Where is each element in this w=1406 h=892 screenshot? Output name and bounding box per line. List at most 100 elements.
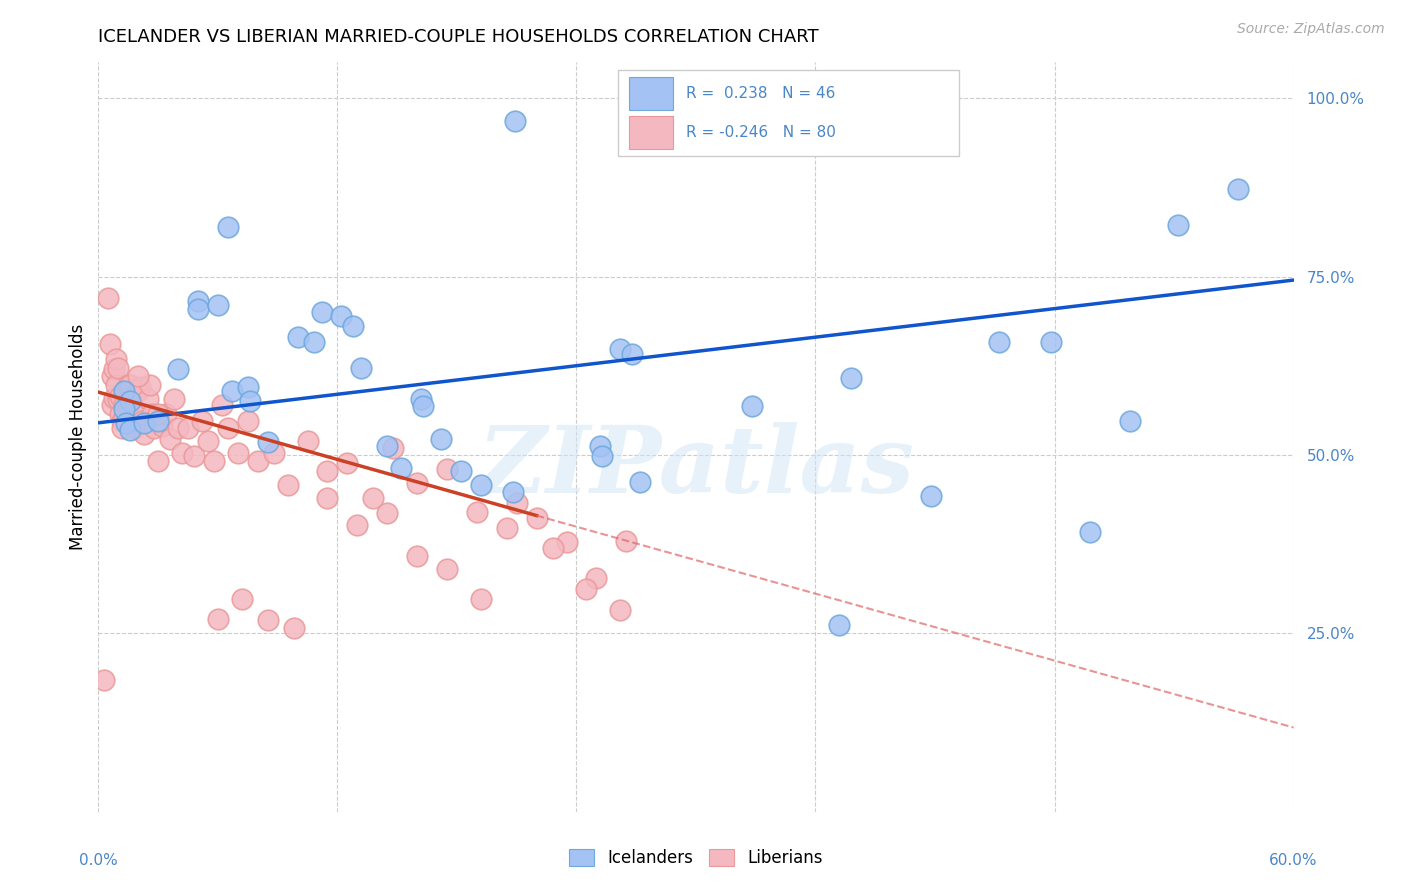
Point [920, 489, 942, 503]
Point [628, 475, 651, 489]
Point [115, 414, 138, 428]
Point [436, 462, 458, 476]
Point [277, 478, 299, 492]
Point [987, 335, 1010, 350]
Point [236, 380, 259, 394]
Point [375, 507, 398, 521]
Point [231, 592, 253, 607]
Point [346, 517, 368, 532]
Point [139, 378, 162, 392]
Point [302, 335, 325, 350]
Point [107, 392, 129, 407]
Point [375, 439, 398, 453]
Point [502, 485, 524, 500]
Point [503, 114, 526, 128]
Point [129, 380, 152, 394]
Point [591, 450, 613, 464]
Point [287, 330, 309, 344]
Point [101, 369, 124, 384]
Point [187, 294, 209, 309]
Point [136, 392, 159, 407]
Point [609, 603, 631, 617]
Point [103, 391, 125, 405]
Legend: Icelanders, Liberians: Icelanders, Liberians [568, 849, 824, 867]
Text: ZIPatlas: ZIPatlas [478, 422, 914, 512]
Point [207, 612, 229, 626]
Point [112, 401, 135, 416]
Point [412, 400, 434, 414]
Point [110, 389, 132, 403]
Point [112, 384, 135, 398]
Point [336, 457, 359, 471]
Point [575, 582, 598, 596]
Point [115, 416, 138, 430]
Text: Source: ZipAtlas.com: Source: ZipAtlas.com [1237, 22, 1385, 37]
Point [120, 394, 142, 409]
Point [541, 541, 564, 555]
Point [609, 343, 631, 357]
Point [110, 407, 132, 421]
Point [526, 510, 548, 524]
Point [246, 453, 269, 467]
Point [585, 571, 607, 585]
Point [124, 421, 146, 435]
Point [155, 407, 177, 421]
Point [589, 439, 612, 453]
Point [120, 423, 142, 437]
Text: ICELANDER VS LIBERIAN MARRIED-COUPLE HOUSEHOLDS CORRELATION CHART: ICELANDER VS LIBERIAN MARRIED-COUPLE HOU… [98, 28, 820, 45]
Point [470, 592, 492, 607]
Point [297, 434, 319, 448]
Point [217, 219, 239, 234]
Point [411, 392, 433, 407]
Point [148, 414, 170, 428]
Point [112, 396, 135, 410]
Point [202, 453, 225, 467]
Point [506, 496, 529, 510]
Point [134, 426, 156, 441]
Point [741, 400, 763, 414]
Point [172, 446, 194, 460]
Text: 60.0%: 60.0% [1270, 853, 1317, 868]
Point [121, 398, 143, 412]
Point [134, 416, 156, 430]
Point [127, 369, 149, 384]
Point [311, 305, 333, 319]
Point [103, 362, 125, 376]
Point [105, 351, 128, 366]
Point [450, 464, 472, 478]
Point [841, 371, 863, 385]
Point [101, 398, 124, 412]
Point [167, 362, 190, 376]
Point [211, 398, 233, 412]
Point [191, 414, 214, 428]
Point [256, 614, 278, 628]
Point [330, 309, 353, 323]
Point [316, 491, 339, 505]
Point [470, 478, 492, 492]
Point [120, 378, 142, 392]
Point [143, 421, 166, 435]
Point [1167, 218, 1189, 232]
Point [159, 432, 181, 446]
Point [141, 407, 163, 421]
Point [105, 378, 128, 392]
Point [167, 421, 190, 435]
Point [217, 421, 239, 435]
Point [207, 298, 229, 312]
Point [226, 446, 249, 460]
Point [283, 621, 305, 635]
Point [150, 419, 173, 434]
Point [125, 407, 148, 421]
Point [495, 521, 517, 535]
Point [555, 535, 578, 549]
Y-axis label: Married-couple Households: Married-couple Households [69, 324, 87, 550]
Point [111, 414, 134, 428]
Point [382, 441, 405, 455]
Point [187, 301, 209, 316]
Point [1119, 414, 1142, 428]
Point [430, 432, 453, 446]
Point [1080, 524, 1102, 539]
Point [117, 396, 139, 410]
Point [183, 450, 205, 464]
Point [350, 360, 373, 375]
